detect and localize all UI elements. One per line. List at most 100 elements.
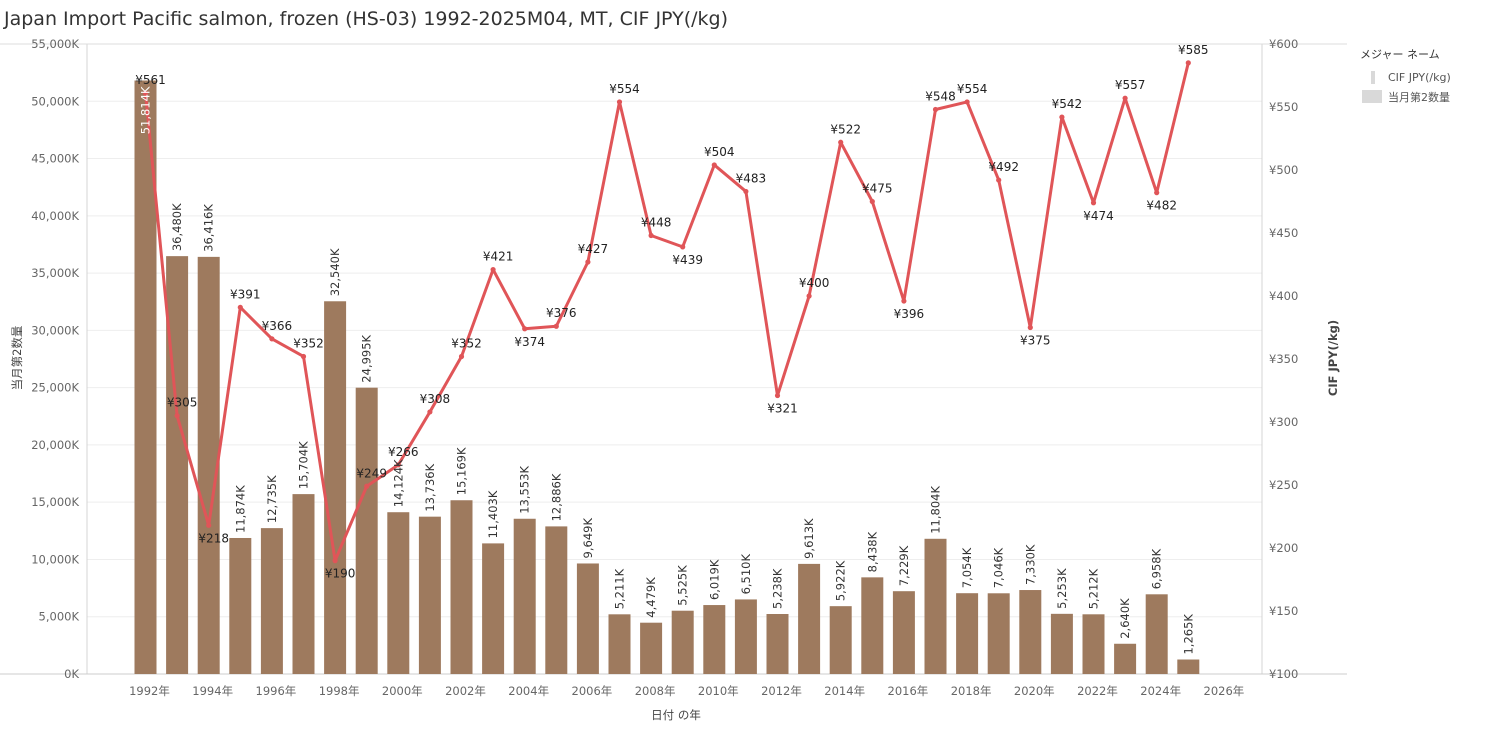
cif-point[interactable]	[1154, 190, 1160, 196]
cif-point[interactable]	[1185, 60, 1191, 66]
quantity-bar[interactable]	[861, 577, 884, 674]
cif-point[interactable]	[395, 462, 401, 468]
line-value-label: ¥352	[451, 336, 482, 350]
cif-point[interactable]	[680, 244, 686, 250]
line-value-label: ¥504	[704, 145, 735, 159]
cif-point[interactable]	[869, 198, 875, 205]
line-value-label: ¥421	[483, 250, 514, 264]
x-tick-label: 2004年	[508, 684, 549, 698]
legend-bar-swatch	[1362, 90, 1382, 103]
x-tick-label: 2024年	[1140, 684, 1181, 698]
bar-value-label: 7,054K	[960, 547, 974, 588]
cif-point[interactable]	[838, 139, 844, 145]
quantity-bar[interactable]	[166, 256, 189, 674]
cif-point[interactable]	[932, 106, 939, 113]
legend: メジャー ネーム CIF JPY(/kg) 当月第2数量	[1360, 46, 1451, 106]
quantity-bar[interactable]	[924, 538, 947, 674]
y-left-tick-label: 25,000K	[31, 381, 79, 395]
cif-point[interactable]	[648, 232, 654, 239]
x-tick-label: 2012年	[761, 684, 802, 698]
quantity-bar[interactable]	[450, 500, 473, 674]
quantity-bar[interactable]	[640, 622, 663, 674]
line-value-label: ¥249	[356, 466, 387, 480]
cif-point[interactable]	[774, 392, 781, 399]
quantity-bar[interactable]	[1145, 594, 1168, 674]
quantity-bar[interactable]	[1177, 659, 1200, 674]
quantity-bar[interactable]	[734, 599, 757, 674]
quantity-bar[interactable]	[1050, 613, 1073, 674]
line-value-label: ¥548	[925, 90, 956, 104]
cif-point[interactable]	[711, 162, 717, 168]
line-value-label: ¥305	[167, 396, 198, 410]
quantity-bar[interactable]	[292, 494, 315, 674]
bar-value-label: 4,479K	[644, 577, 658, 618]
cif-point[interactable]	[300, 353, 307, 360]
quantity-bar[interactable]	[545, 526, 568, 674]
bar-value-label: 32,540K	[328, 248, 342, 296]
cif-point[interactable]	[901, 298, 907, 304]
quantity-bar[interactable]	[671, 610, 694, 674]
quantity-bar[interactable]	[229, 537, 252, 674]
y-left-tick-label: 20,000K	[31, 438, 79, 452]
cif-point[interactable]	[237, 304, 243, 310]
y-left-tick-label: 15,000K	[31, 495, 79, 509]
quantity-bar[interactable]	[482, 543, 505, 674]
line-value-label: ¥483	[736, 171, 767, 185]
legend-item-cif[interactable]: CIF JPY(/kg)	[1360, 68, 1451, 87]
line-value-label: ¥522	[830, 122, 861, 136]
cif-point[interactable]	[1122, 95, 1128, 101]
cif-point[interactable]	[996, 177, 1002, 183]
legend-item-quantity[interactable]: 当月第2数量	[1360, 87, 1451, 106]
cif-point[interactable]	[174, 413, 180, 419]
line-value-label: ¥561	[135, 73, 166, 87]
cif-point[interactable]	[553, 323, 559, 329]
quantity-bar[interactable]	[703, 605, 726, 674]
line-value-label: ¥374	[514, 335, 545, 349]
cif-point[interactable]	[1090, 200, 1097, 206]
y-left-tick-label: 40,000K	[31, 209, 79, 223]
cif-point[interactable]	[427, 409, 433, 415]
cif-point[interactable]	[806, 293, 812, 299]
quantity-bar[interactable]	[1114, 643, 1137, 674]
quantity-bar[interactable]	[355, 387, 378, 674]
bar-value-label: 8,438K	[865, 531, 879, 572]
quantity-bar[interactable]	[324, 301, 347, 674]
cif-point[interactable]	[490, 266, 496, 273]
cif-point[interactable]	[1059, 114, 1065, 120]
bar-value-label: 7,330K	[1023, 544, 1037, 585]
quantity-bar[interactable]	[513, 518, 536, 674]
cif-point[interactable]	[364, 483, 370, 489]
y-right-tick-label: ¥450	[1269, 226, 1298, 240]
cif-point[interactable]	[522, 326, 528, 332]
quantity-bar[interactable]	[387, 512, 410, 674]
quantity-bar[interactable]	[260, 528, 283, 674]
quantity-bar[interactable]	[576, 563, 599, 674]
quantity-bar[interactable]	[134, 80, 157, 674]
cif-point[interactable]	[332, 558, 338, 564]
y-left-tick-label: 50,000K	[31, 94, 79, 108]
line-value-label: ¥474	[1083, 209, 1114, 223]
bar-value-label: 12,886K	[549, 473, 563, 521]
cif-point[interactable]	[269, 336, 275, 342]
quantity-bar[interactable]	[766, 614, 789, 674]
cif-point[interactable]	[964, 99, 970, 105]
quantity-bar[interactable]	[1082, 614, 1105, 674]
cif-point[interactable]	[1027, 324, 1033, 331]
cif-point[interactable]	[616, 99, 623, 105]
quantity-bar[interactable]	[987, 593, 1010, 674]
x-tick-label: 1992年	[129, 684, 170, 698]
quantity-bar[interactable]	[829, 606, 852, 674]
cif-point[interactable]	[585, 259, 591, 265]
quantity-bar[interactable]	[197, 256, 220, 674]
cif-point[interactable]	[743, 188, 749, 195]
cif-point[interactable]	[142, 90, 149, 96]
bar-value-label: 7,229K	[897, 545, 911, 586]
quantity-bar[interactable]	[798, 563, 821, 674]
cif-point[interactable]	[458, 353, 465, 360]
quantity-bar[interactable]	[956, 593, 979, 674]
quantity-bar[interactable]	[608, 614, 631, 674]
quantity-bar[interactable]	[1019, 590, 1042, 674]
quantity-bar[interactable]	[418, 516, 441, 674]
quantity-bar[interactable]	[892, 591, 915, 674]
cif-point[interactable]	[206, 522, 212, 528]
